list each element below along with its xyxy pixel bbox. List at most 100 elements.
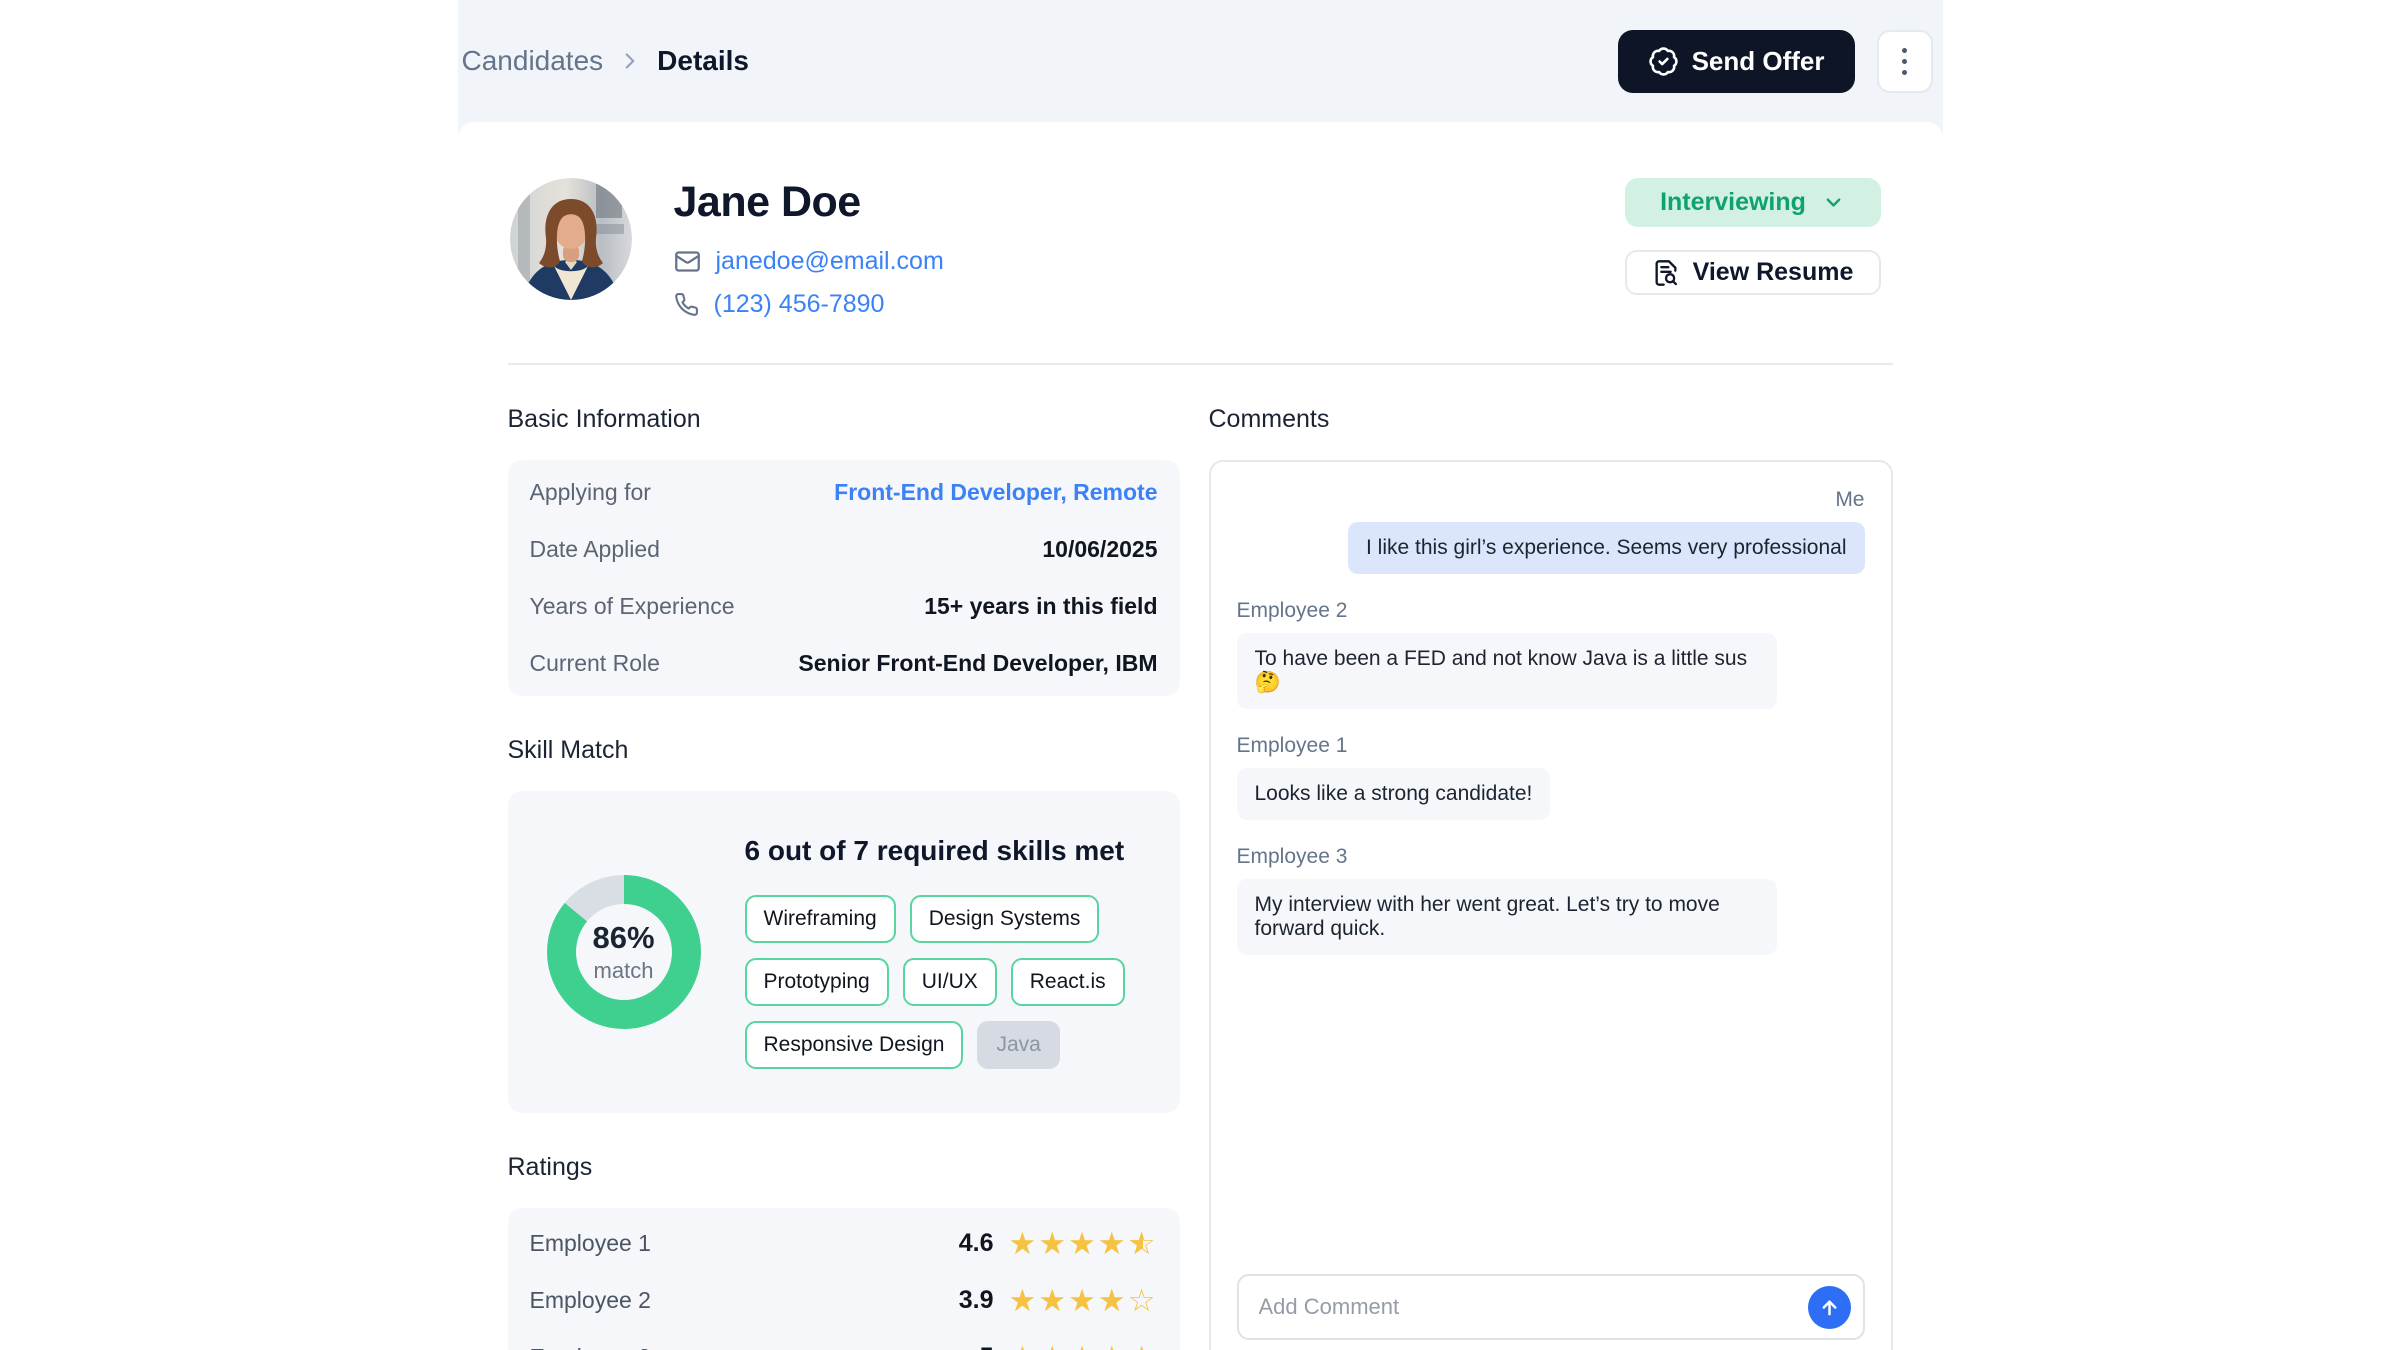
skill-chip-met: UI/UX	[902, 958, 997, 1006]
comment-author: Employee 3	[1236, 845, 1348, 868]
comment-bubble: To have been a FED and not know Java is …	[1236, 633, 1777, 709]
comment-message: Me I like this girl’s experience. Seems v…	[1237, 488, 1865, 574]
star-rating: ★★★★☆	[1009, 1285, 1158, 1316]
view-resume-button[interactable]: View Resume	[1624, 250, 1881, 295]
candidate-avatar	[509, 178, 632, 300]
star-full-icon: ★	[1008, 1226, 1039, 1261]
star-full-icon: ★	[1038, 1226, 1069, 1261]
skill-chip-met: Responsive Design	[744, 1021, 964, 1069]
star-full-icon: ★	[1008, 1283, 1039, 1318]
add-comment-input[interactable]	[1258, 1294, 1808, 1320]
ratings-card: Employee 14.6★★★★★☆Employee 23.9★★★★☆Emp…	[507, 1208, 1180, 1350]
star-full-icon: ★	[1097, 1226, 1128, 1261]
candidate-detail-card: Jane Doe janedoe@email.com (123) 456-789…	[457, 122, 1943, 1350]
comment-bubble: I like this girl’s experience. Seems ver…	[1348, 522, 1865, 574]
chevron-down-icon	[1822, 191, 1845, 214]
match-percent: 86%	[592, 920, 655, 955]
left-column: Basic Information Applying for Front-End …	[507, 365, 1180, 1350]
star-full-icon: ★	[1098, 1342, 1128, 1350]
rating-row: Employee 2 3.9 ★★★★☆	[530, 1272, 1158, 1329]
comment-input-row	[1236, 1274, 1865, 1340]
chevron-right-icon	[617, 48, 643, 74]
skills-met-headline: 6 out of 7 required skills met	[744, 835, 1125, 866]
submit-comment-button[interactable]	[1807, 1285, 1851, 1329]
rater-name: Employee 1	[529, 1230, 651, 1256]
view-resume-label: View Resume	[1692, 258, 1854, 286]
info-label: Years of Experience	[529, 593, 735, 619]
rater-name: Employee 2	[529, 1287, 651, 1313]
comment-author: Employee 1	[1236, 734, 1348, 757]
comment-author: Me	[1835, 488, 1865, 511]
info-row: Date Applied 10/06/2025	[530, 521, 1158, 578]
ratings-title: Ratings	[507, 1153, 593, 1181]
send-offer-button[interactable]: Send Offer	[1617, 29, 1855, 93]
info-row: Years of Experience 15+ years in this fie…	[530, 578, 1158, 635]
candidate-email-link[interactable]: janedoe@email.com	[715, 247, 944, 275]
send-offer-label: Send Offer	[1691, 45, 1825, 76]
file-search-icon	[1652, 259, 1680, 287]
info-label: Applying for	[529, 479, 651, 505]
star-full-icon: ★	[1009, 1342, 1039, 1350]
skill-chip-met: React.is	[1010, 958, 1125, 1006]
rating-value: 4.6	[958, 1229, 994, 1257]
info-value: 15+ years in this field	[924, 593, 1158, 619]
comment-message: Employee 3 My interview with her went gre…	[1236, 845, 1865, 955]
rating-right: 4.6★★★★★☆	[959, 1228, 1158, 1259]
basic-info-title: Basic Information	[507, 405, 701, 433]
breadcrumb-candidates[interactable]: Candidates	[461, 45, 604, 76]
comment-bubble: My interview with her went great. Let’s …	[1236, 879, 1777, 955]
comment-bubble: Looks like a strong candidate!	[1236, 768, 1551, 820]
comments-title: Comments	[1208, 405, 1330, 433]
rating-value: 5	[980, 1343, 994, 1350]
profile-header: Jane Doe janedoe@email.com (123) 456-789…	[507, 122, 1893, 365]
info-row: Applying for Front-End Developer, Remote	[530, 464, 1158, 521]
candidate-name: Jane Doe	[673, 178, 862, 226]
breadcrumb: Candidates Details	[462, 45, 749, 77]
applying-for-link[interactable]: Front-End Developer, Remote	[834, 479, 1158, 505]
profile-actions: Interviewing View Resume	[1624, 178, 1881, 295]
more-options-button[interactable]	[1876, 29, 1933, 93]
comment-message: Employee 1 Looks like a strong candidate!	[1236, 734, 1865, 820]
top-bar: Candidates Details Send Offer	[458, 0, 1943, 122]
rating-row: Employee 14.6★★★★★☆	[530, 1215, 1158, 1272]
star-full-icon: ★	[1068, 1226, 1098, 1261]
skill-chip-met: Design Systems	[909, 895, 1100, 943]
rating-row: Employee 35★★★★★	[530, 1329, 1158, 1350]
star-rating: ★★★★★	[1009, 1342, 1158, 1350]
skill-chip-met: Wireframing	[744, 895, 896, 943]
status-label: Interviewing	[1660, 188, 1806, 216]
skill-match-card: 86% match 6 out of 7 required skills met…	[507, 791, 1180, 1113]
info-label: Date Applied	[529, 536, 660, 562]
skill-match-donut-chart: 86% match	[546, 875, 701, 1029]
star-full-icon: ★	[1038, 1342, 1068, 1350]
breadcrumb-details: Details	[657, 45, 749, 76]
skill-chips: Wireframing Design Systems Prototyping UI/U…	[744, 895, 1152, 1069]
skill-chip-met: Prototyping	[744, 958, 889, 1006]
mail-icon	[674, 248, 701, 275]
info-value: 10/06/2025	[1042, 536, 1158, 562]
status-dropdown[interactable]: Interviewing	[1624, 178, 1881, 227]
skill-chip-unmet: Java	[977, 1021, 1060, 1069]
arrow-up-icon	[1818, 1296, 1841, 1319]
comment-message: Employee 2 To have been a FED and not kno…	[1236, 599, 1865, 709]
star-empty-icon: ☆	[1127, 1283, 1158, 1318]
candidate-identity: Jane Doe janedoe@email.com (123) 456-789…	[674, 178, 944, 319]
badge-check-icon	[1648, 46, 1679, 77]
comments-card: Me I like this girl’s experience. Seems v…	[1208, 460, 1893, 1350]
info-label: Current Role	[529, 650, 660, 676]
star-full-icon: ★	[1068, 1342, 1098, 1350]
candidate-phone-link[interactable]: (123) 456-7890	[713, 290, 885, 318]
basic-info-card: Applying for Front-End Developer, Remote D…	[507, 460, 1180, 696]
star-half-icon: ★☆	[1127, 1226, 1158, 1261]
rating-right: 3.9 ★★★★☆	[959, 1285, 1158, 1316]
rater-name: Employee 3	[530, 1344, 651, 1350]
skill-match-title: Skill Match	[507, 736, 629, 764]
star-full-icon: ★	[1068, 1283, 1098, 1318]
comment-author: Employee 2	[1236, 599, 1348, 622]
app-window: Candidates Details Send Offer	[457, 0, 1943, 1350]
info-value: Senior Front-End Developer, IBM	[798, 650, 1158, 676]
rating-right: 5★★★★★	[980, 1342, 1158, 1350]
info-row: Current Role Senior Front-End Developer, …	[530, 635, 1158, 692]
star-full-icon: ★	[1038, 1283, 1069, 1318]
star-full-icon: ★	[1128, 1342, 1158, 1350]
